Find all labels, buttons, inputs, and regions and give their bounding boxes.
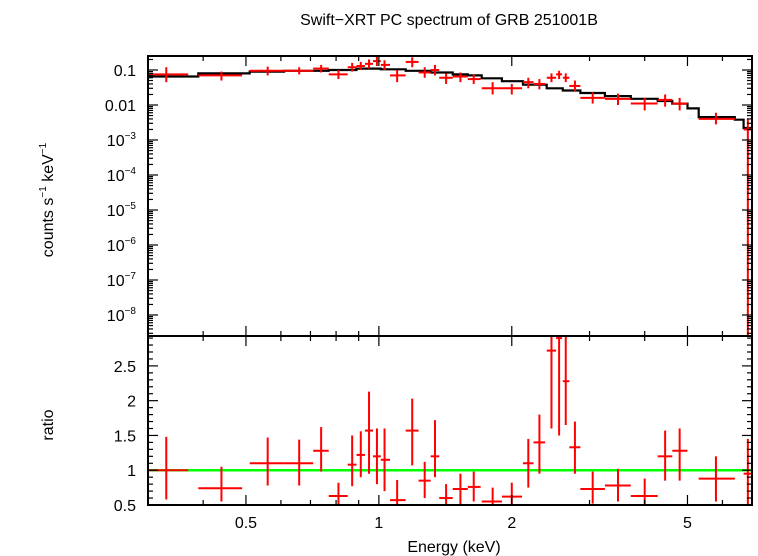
bottom-y-tick-label: 1.5 <box>114 428 136 445</box>
top-y-tick-label: 10−7 <box>107 271 137 290</box>
x-tick-label: 5 <box>683 515 692 532</box>
top-y-tick-label: 10−6 <box>107 236 137 255</box>
tick-exponent: −7 <box>125 271 137 282</box>
top-y-axis-label: counts s−1 keV−1 <box>38 142 57 257</box>
bottom-y-axis-label: ratio <box>40 409 57 440</box>
top-y-tick-label: 10−3 <box>107 131 137 150</box>
x-tick-label: 2 <box>507 515 516 532</box>
x-axis-label: Energy (keV) <box>407 539 500 556</box>
tick-exponent: −3 <box>125 131 137 142</box>
top-y-tick-label: 10−4 <box>107 166 137 185</box>
tick-exponent: −4 <box>125 166 137 177</box>
top-y-label-sup1: −1 <box>38 186 49 198</box>
tick-base: 10 <box>107 133 125 150</box>
plot-area: 0.5 1 2 50.10.0110−310−410−510−610−710−80.5… <box>105 55 753 532</box>
tick-exponent: −8 <box>125 306 137 317</box>
tick-base: 10 <box>107 238 125 255</box>
top-panel-frame <box>147 55 753 337</box>
tick-base: 10 <box>107 203 125 220</box>
top-y-label-mid: keV <box>40 154 57 186</box>
top-y-tick-label: 0.1 <box>114 63 136 80</box>
tick-exponent: −5 <box>125 201 137 212</box>
x-tick-label: 0.5 <box>235 515 257 532</box>
tick-base: 10 <box>107 273 125 290</box>
bottom-y-tick-label: 2.5 <box>114 359 136 376</box>
top-y-tick-label: 10−8 <box>107 306 137 325</box>
top-y-label-pre: counts s <box>40 198 57 258</box>
tick-base: 10 <box>107 168 125 185</box>
x-tick-label: 1 <box>374 515 383 532</box>
top-y-label-sup2: −1 <box>38 142 49 154</box>
tick-base: 10 <box>107 308 125 325</box>
bottom-y-tick-label: 1 <box>127 463 136 480</box>
top-y-tick-label: 10−5 <box>107 201 137 220</box>
bottom-y-tick-label: 2 <box>127 394 136 411</box>
bottom-panel-frame <box>147 335 753 506</box>
bottom-y-tick-label: 0.5 <box>114 498 136 515</box>
tick-exponent: −6 <box>125 236 137 247</box>
chart-title: Swift−XRT PC spectrum of GRB 251001B <box>300 12 598 29</box>
top-y-tick-label: 0.01 <box>105 98 136 115</box>
